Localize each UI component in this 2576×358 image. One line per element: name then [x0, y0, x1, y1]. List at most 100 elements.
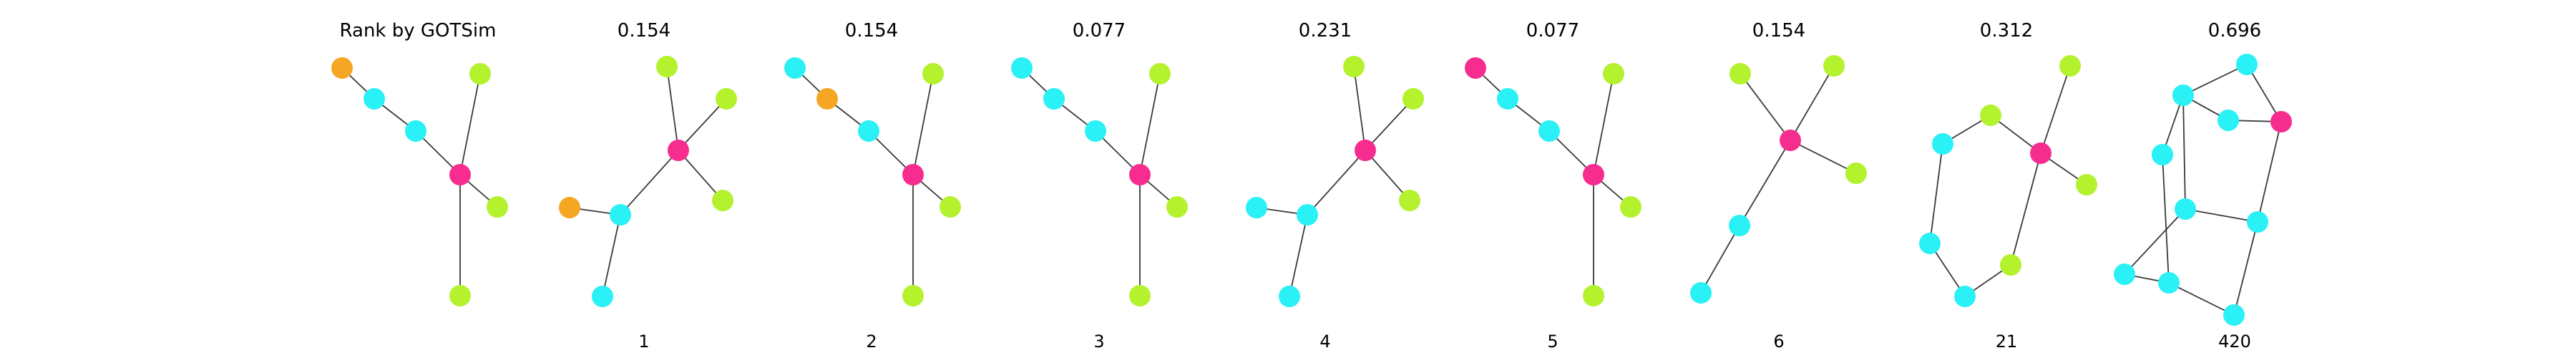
graph-node-pink — [2270, 111, 2292, 132]
row-title: Rank by GOTSim — [340, 20, 497, 42]
graph-edge — [1307, 150, 1366, 216]
graph-node-lime — [2059, 55, 2081, 77]
graph-edge — [2040, 65, 2071, 154]
graph-panels: 0.154 1 0.154 2 0.077 3 0.231 4 0.077 5 0.154 6 0.31… — [331, 20, 2292, 352]
graph-edge — [2182, 64, 2248, 96]
graph-node-orange — [559, 197, 580, 218]
graph-edge — [2246, 64, 2282, 122]
graph-edge — [2182, 95, 2186, 210]
graph-edge — [1929, 143, 1943, 244]
graph-node-lime — [1603, 63, 1624, 84]
graph-node-lime — [1166, 196, 1188, 218]
graph-edge — [459, 73, 481, 175]
graph-edge — [2124, 208, 2186, 275]
graph-edge — [1289, 214, 1308, 297]
graph-node-cyan — [2218, 110, 2239, 131]
graph-node-cyan — [592, 286, 613, 307]
panel-score: 0.154 — [1752, 20, 1805, 42]
graph-panel-rank-5: 0.077 5 — [1465, 20, 1641, 352]
panel-rank: 3 — [1093, 332, 1104, 352]
graph-edge — [1740, 73, 1791, 141]
graph-panel-query — [331, 57, 508, 306]
graph-edge — [1139, 73, 1161, 175]
panel-score: 0.312 — [1980, 20, 2033, 42]
graph-edge — [2168, 282, 2235, 316]
graph-node-lime — [1399, 190, 1420, 211]
graph-node-cyan — [1932, 133, 1953, 155]
graph-node-lime — [940, 196, 961, 218]
graph-node-cyan — [1690, 282, 1712, 304]
graph-node-lime — [902, 285, 924, 306]
graph-node-lime — [1129, 285, 1151, 306]
panel-score: 0.077 — [1526, 20, 1579, 42]
graph-edge — [678, 98, 727, 151]
graph-node-cyan — [2172, 84, 2194, 106]
graph-edge — [2010, 153, 2041, 266]
graph-panel-rank-4: 0.231 4 — [1246, 20, 1424, 352]
graph-node-lime — [1620, 196, 1641, 218]
graph-node-cyan — [1538, 120, 1560, 142]
panel-score: 0.154 — [845, 20, 898, 42]
graph-node-cyan — [1954, 286, 1976, 307]
graph-panel-rank-6: 0.154 6 — [1690, 20, 1867, 352]
graph-panel-rank-2: 0.154 2 — [784, 20, 961, 352]
graph-edge — [1790, 140, 1857, 174]
graph-node-pink — [668, 140, 689, 161]
graph-node-lime — [716, 88, 737, 110]
graph-node-pink — [1780, 130, 1801, 151]
graph-node-cyan — [1497, 88, 1518, 110]
graph-node-lime — [1729, 63, 1751, 84]
graph-node-pink — [449, 164, 471, 185]
graph-panel-rank-1: 0.154 1 — [559, 20, 737, 352]
graph-edge — [2162, 154, 2170, 284]
graph-node-lime — [922, 63, 944, 84]
panel-score: 0.696 — [2208, 20, 2261, 42]
graph-node-pink — [902, 164, 924, 185]
graph-node-cyan — [610, 204, 631, 226]
graph-node-cyan — [2158, 272, 2180, 294]
graph-edge — [620, 150, 679, 216]
graph-node-pink — [1129, 164, 1151, 185]
graph-node-pink — [1583, 164, 1604, 185]
graph-edge — [912, 73, 934, 175]
graph-node-pink — [2030, 142, 2051, 164]
graph-node-lime — [656, 56, 678, 77]
graph-node-lime — [449, 285, 471, 306]
graph-node-cyan — [1919, 233, 1941, 254]
panel-rank: 4 — [1319, 332, 1330, 352]
panel-score: 0.231 — [1299, 20, 1352, 42]
graph-node-cyan — [1729, 215, 1750, 236]
graph-edge — [1739, 140, 1791, 226]
graph-edge — [666, 66, 679, 151]
graph-node-lime — [487, 196, 508, 218]
graph-node-lime — [1980, 105, 2001, 126]
graph-node-cyan — [2236, 54, 2258, 75]
graph-node-lime — [1402, 88, 1424, 110]
graph-node-cyan — [858, 120, 879, 142]
graph-node-cyan — [405, 120, 426, 142]
panel-rank: 1 — [638, 332, 649, 352]
graph-node-lime — [1583, 285, 1604, 306]
graph-edge — [678, 150, 723, 201]
graph-node-cyan — [2152, 144, 2173, 165]
graph-edge — [2233, 221, 2258, 316]
graph-edge — [1700, 225, 1740, 294]
graph-node-cyan — [1246, 197, 1267, 218]
graph-node-cyan — [1043, 88, 1065, 110]
graph-node-lime — [2076, 174, 2097, 195]
graph-node-lime — [2000, 254, 2021, 276]
panel-rank: 2 — [866, 332, 877, 352]
graph-node-cyan — [2175, 198, 2196, 220]
graph-node-cyan — [1297, 204, 1318, 226]
graph-edge — [1790, 65, 1835, 141]
graph-node-lime — [1845, 163, 1867, 184]
graph-node-cyan — [784, 57, 806, 79]
panel-score: 0.154 — [618, 20, 670, 42]
graph-node-orange — [331, 57, 353, 79]
panel-score: 0.077 — [1073, 20, 1126, 42]
graph-node-cyan — [2247, 211, 2268, 233]
graph-node-cyan — [1279, 286, 1300, 307]
panel-rank: 5 — [1547, 332, 1558, 352]
graph-node-pink — [1355, 140, 1376, 161]
